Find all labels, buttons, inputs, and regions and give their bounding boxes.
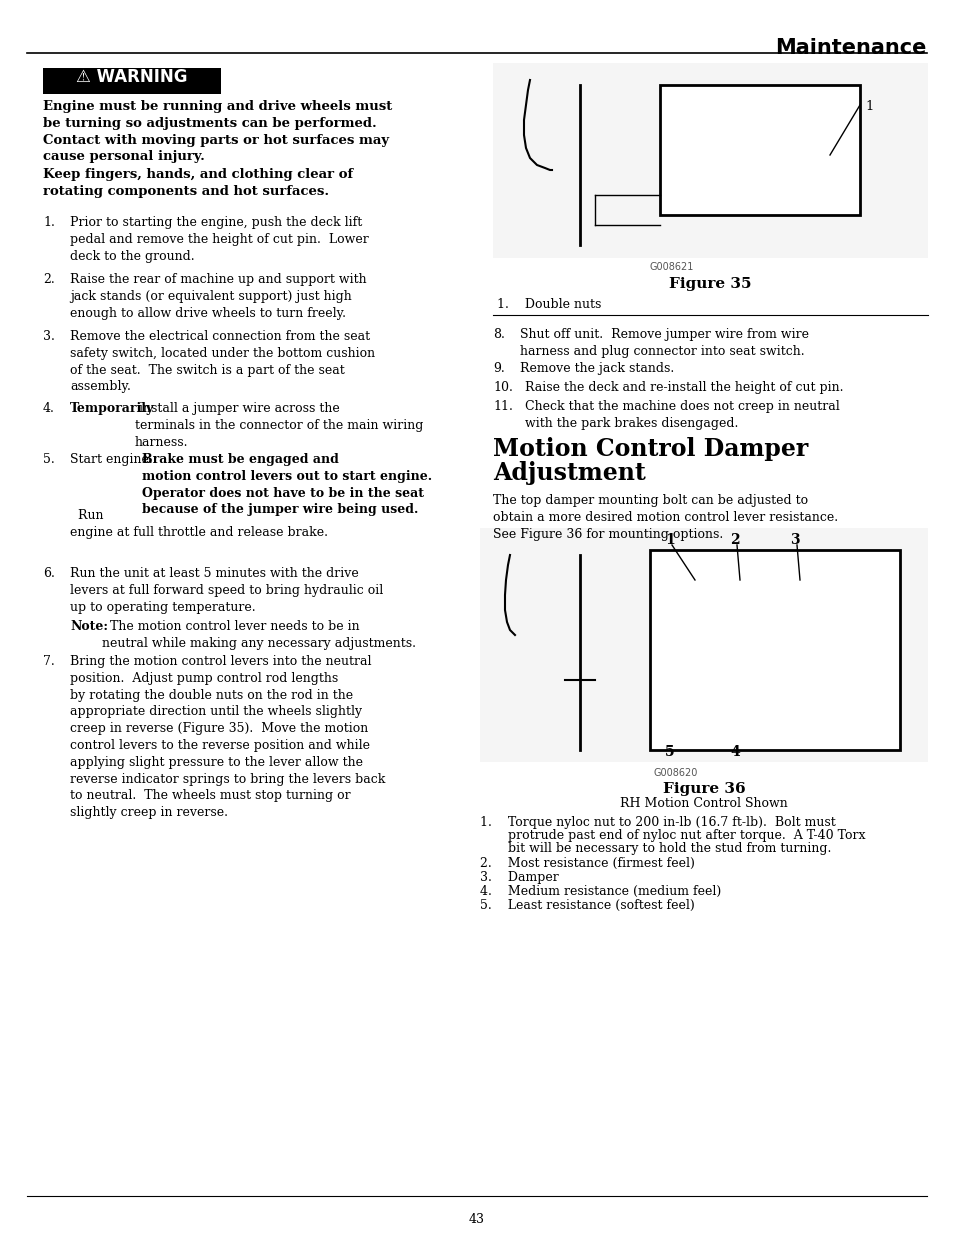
FancyBboxPatch shape	[479, 529, 927, 762]
Text: protrude past end of nyloc nut after torque.  A T-40 Torx: protrude past end of nyloc nut after tor…	[479, 829, 864, 842]
Text: Brake must be engaged and
motion control levers out to start engine.
Operator do: Brake must be engaged and motion control…	[142, 453, 432, 516]
Text: 3: 3	[789, 534, 799, 547]
Text: Raise the rear of machine up and support with
jack stands (or equivalent support: Raise the rear of machine up and support…	[70, 273, 366, 320]
Text: Temporarily: Temporarily	[70, 403, 154, 415]
Text: install a jumper wire across the
terminals in the connector of the main wiring
h: install a jumper wire across the termina…	[135, 403, 423, 448]
Text: bit will be necessary to hold the stud from turning.: bit will be necessary to hold the stud f…	[479, 842, 830, 855]
Text: 1.: 1.	[43, 216, 55, 228]
Text: Shut off unit.  Remove jumper wire from wire
harness and plug connector into sea: Shut off unit. Remove jumper wire from w…	[519, 329, 808, 358]
Text: Engine must be running and drive wheels must
be turning so adjustments can be pe: Engine must be running and drive wheels …	[43, 100, 392, 163]
FancyBboxPatch shape	[659, 85, 859, 215]
Text: Run
engine at full throttle and release brake.: Run engine at full throttle and release …	[70, 509, 328, 538]
Text: 2.: 2.	[43, 273, 54, 287]
Text: 3.: 3.	[43, 330, 55, 343]
Text: 6.: 6.	[43, 567, 55, 580]
Text: RH Motion Control Shown: RH Motion Control Shown	[619, 797, 787, 810]
Text: ⚠ WARNING: ⚠ WARNING	[76, 68, 188, 86]
Text: Figure 36: Figure 36	[662, 782, 744, 797]
Text: 4: 4	[729, 745, 739, 760]
FancyBboxPatch shape	[649, 550, 899, 750]
Text: 5.: 5.	[43, 453, 54, 466]
Text: Remove the jack stands.: Remove the jack stands.	[519, 362, 674, 375]
Text: Keep fingers, hands, and clothing clear of
rotating components and hot surfaces.: Keep fingers, hands, and clothing clear …	[43, 168, 353, 198]
Text: Maintenance: Maintenance	[775, 38, 926, 58]
Text: 11.: 11.	[493, 400, 513, 412]
Text: Remove the electrical connection from the seat
safety switch, located under the : Remove the electrical connection from th…	[70, 330, 375, 394]
Text: 2: 2	[729, 534, 739, 547]
Text: Figure 35: Figure 35	[668, 277, 750, 291]
Text: Run the unit at least 5 minutes with the drive
levers at full forward speed to b: Run the unit at least 5 minutes with the…	[70, 567, 383, 614]
Text: The top damper mounting bolt can be adjusted to
obtain a more desired motion con: The top damper mounting bolt can be adju…	[493, 494, 838, 541]
Text: 2.    Most resistance (firmest feel): 2. Most resistance (firmest feel)	[479, 857, 694, 869]
Text: The motion control lever needs to be in
neutral while making any necessary adjus: The motion control lever needs to be in …	[102, 620, 416, 650]
Text: Note:: Note:	[70, 620, 108, 634]
Text: Check that the machine does not creep in neutral
with the park brakes disengaged: Check that the machine does not creep in…	[524, 400, 839, 430]
Text: Start engine.: Start engine.	[70, 453, 161, 466]
Text: 4.    Medium resistance (medium feel): 4. Medium resistance (medium feel)	[479, 885, 720, 898]
Text: 1: 1	[664, 534, 674, 547]
Text: 5.    Least resistance (softest feel): 5. Least resistance (softest feel)	[479, 899, 694, 911]
Text: 1: 1	[864, 100, 872, 112]
Text: 8.: 8.	[493, 329, 504, 341]
Text: Bring the motion control levers into the neutral
position.  Adjust pump control : Bring the motion control levers into the…	[70, 655, 385, 819]
Text: G008620: G008620	[654, 768, 698, 778]
Text: 9.: 9.	[493, 362, 504, 375]
Text: Motion Control Damper: Motion Control Damper	[493, 437, 807, 461]
Text: 5: 5	[664, 745, 674, 760]
FancyBboxPatch shape	[493, 63, 927, 258]
Text: Raise the deck and re-install the height of cut pin.: Raise the deck and re-install the height…	[524, 382, 842, 394]
Text: 3.    Damper: 3. Damper	[479, 871, 558, 884]
Text: Adjustment: Adjustment	[493, 461, 645, 485]
Text: 43: 43	[469, 1213, 484, 1226]
Text: Prior to starting the engine, push the deck lift
pedal and remove the height of : Prior to starting the engine, push the d…	[70, 216, 369, 263]
FancyBboxPatch shape	[43, 68, 221, 94]
Text: 10.: 10.	[493, 382, 513, 394]
Text: G008621: G008621	[649, 262, 694, 272]
Text: 1.    Torque nyloc nut to 200 in-lb (16.7 ft-lb).  Bolt must: 1. Torque nyloc nut to 200 in-lb (16.7 f…	[479, 816, 835, 829]
Text: 7.: 7.	[43, 655, 54, 668]
Text: 4.: 4.	[43, 403, 55, 415]
Text: 1.    Double nuts: 1. Double nuts	[497, 298, 600, 311]
